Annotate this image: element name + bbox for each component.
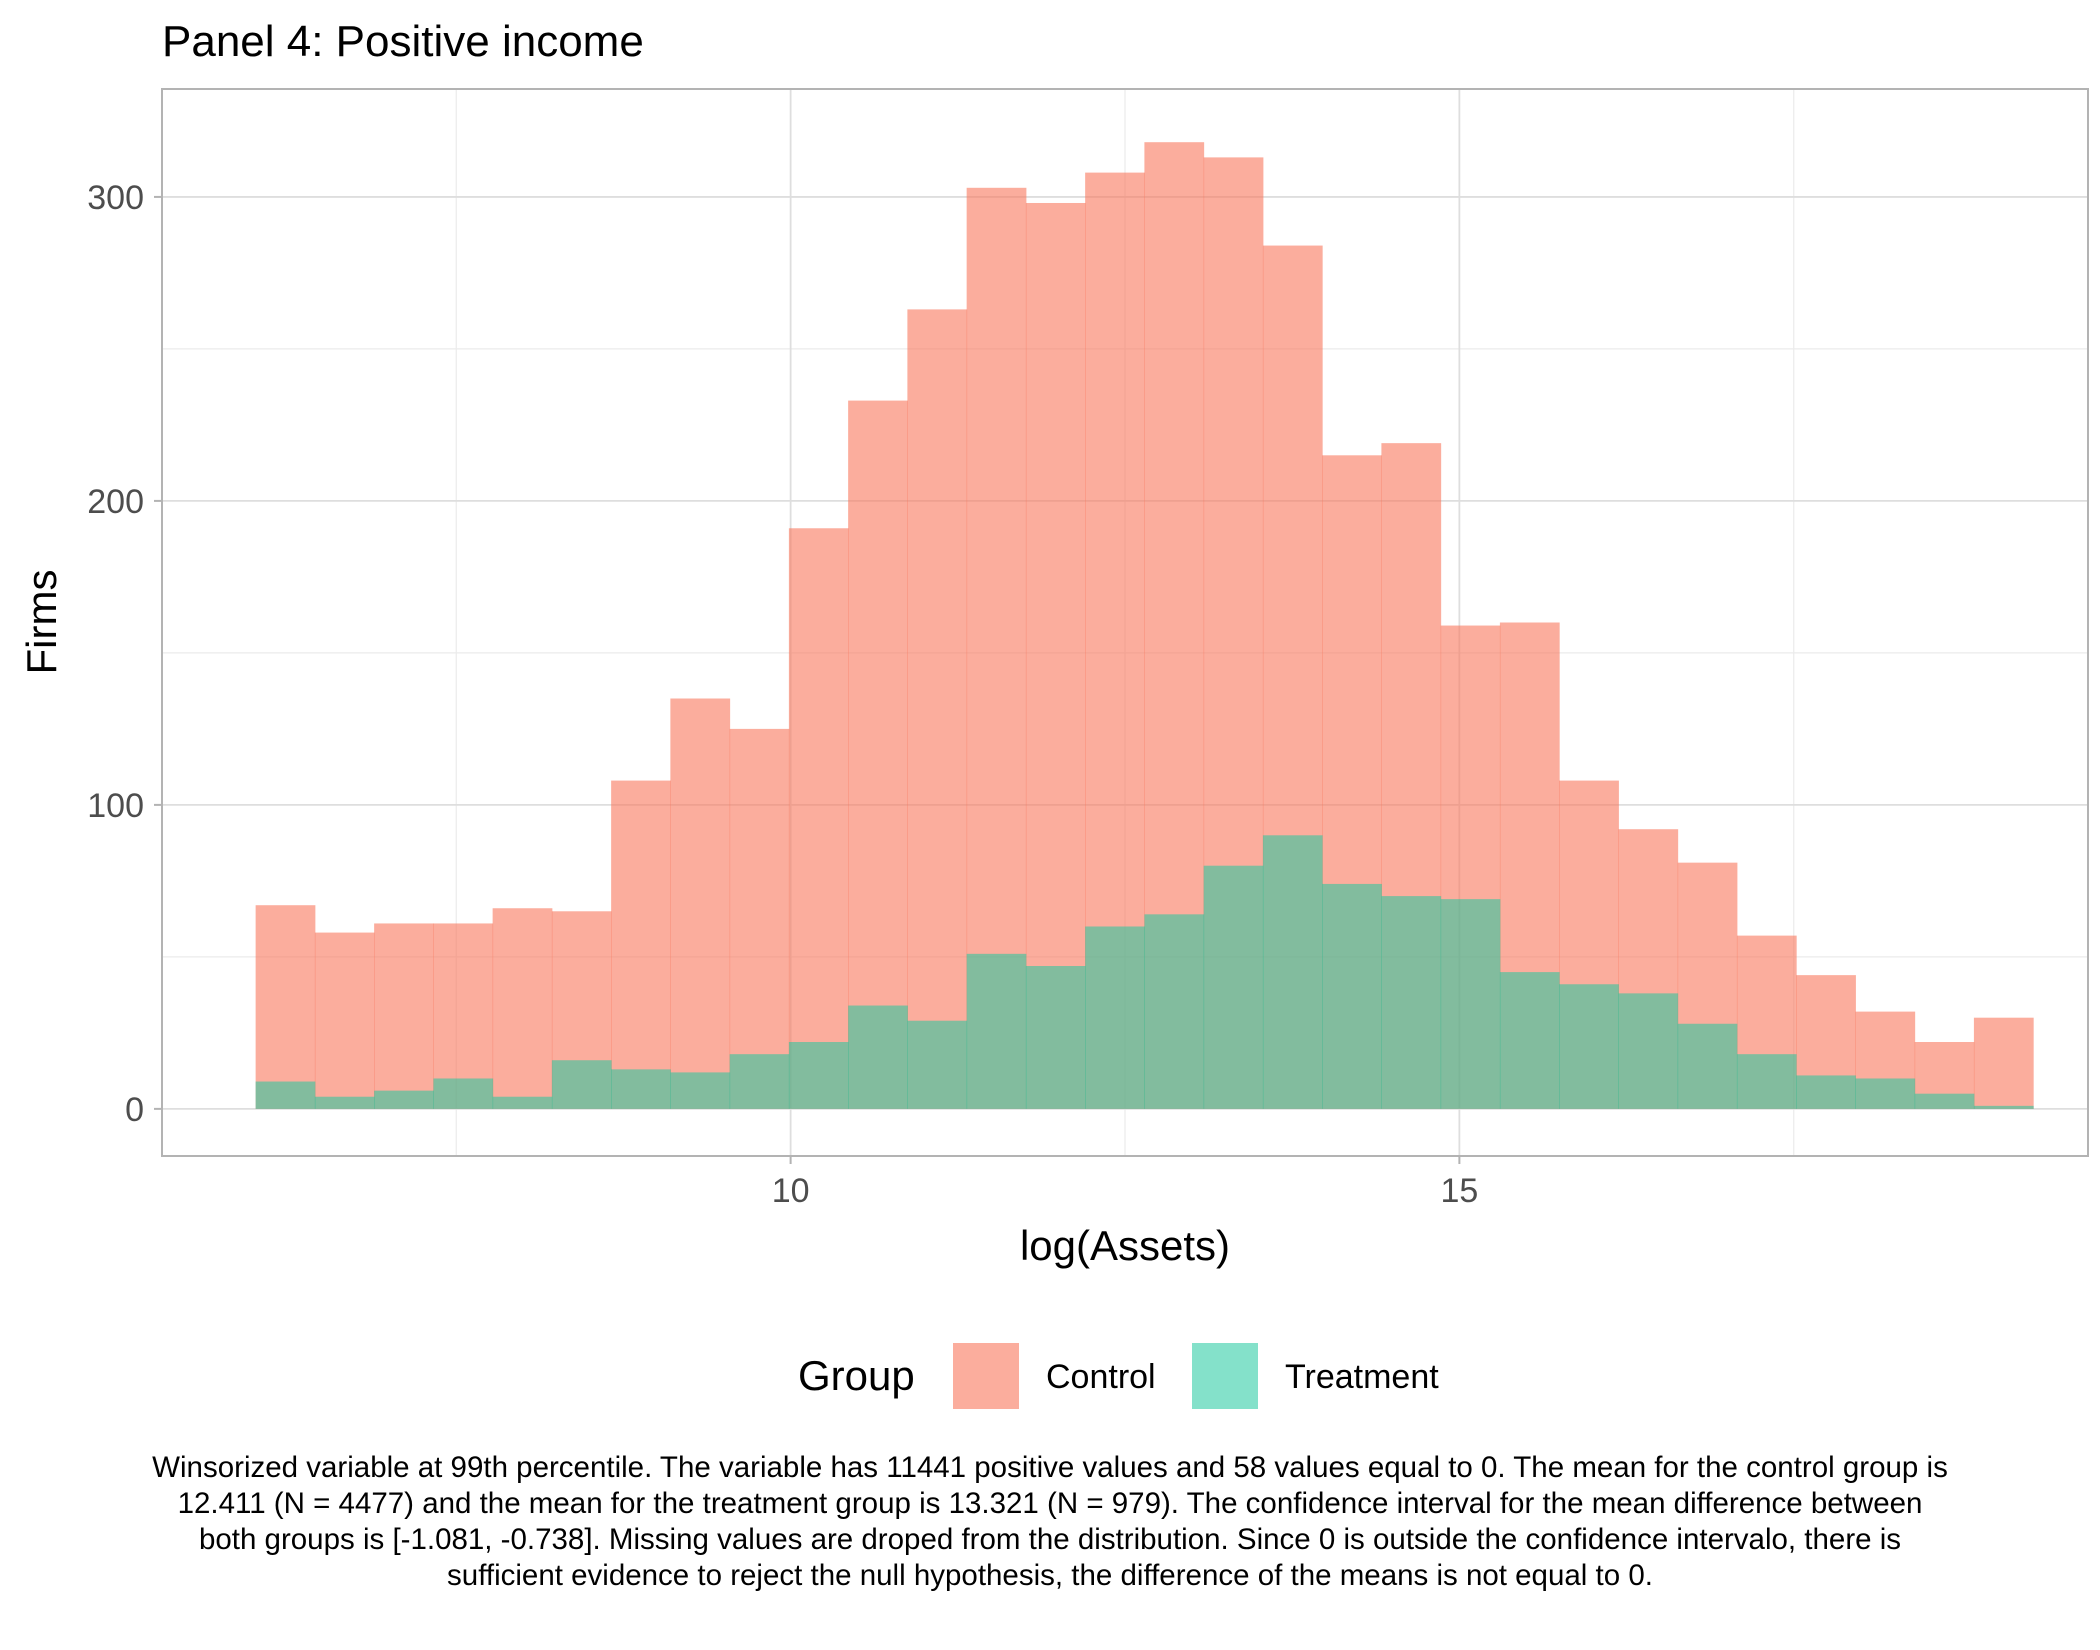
control-bar — [1025, 202, 1086, 1109]
legend: Group Control Treatment — [798, 1343, 1439, 1409]
treatment-bar — [1144, 914, 1205, 1109]
control-bar — [255, 905, 316, 1109]
legend-title: Group — [798, 1352, 915, 1399]
control-bar — [374, 923, 434, 1109]
control-bar — [907, 309, 968, 1109]
control-bar — [670, 698, 731, 1109]
treatment-bar — [1618, 993, 1679, 1109]
treatment-bar — [1559, 984, 1619, 1109]
treatment-bar — [788, 1042, 849, 1109]
treatment-bar — [1085, 926, 1145, 1109]
control-bar — [433, 923, 494, 1109]
treatment-bar — [848, 1005, 908, 1109]
legend-swatch-treatment — [1192, 1343, 1258, 1409]
treatment-bar — [611, 1069, 671, 1109]
treatment-bar — [966, 953, 1027, 1109]
treatment-bar — [1025, 966, 1086, 1109]
y-tick-label: 200 — [87, 483, 144, 521]
chart-caption: Winsorized variable at 99th percentile. … — [152, 1451, 1948, 1592]
treatment-bar — [1499, 972, 1560, 1109]
treatment-bar — [1262, 835, 1323, 1109]
control-bar — [1973, 1017, 2034, 1109]
treatment-bar — [1440, 899, 1501, 1109]
x-axis-ticks: 10 15 — [772, 1156, 1478, 1210]
control-series-bars — [255, 142, 2034, 1109]
treatment-bar — [729, 1054, 790, 1109]
treatment-bar — [1914, 1093, 1975, 1109]
treatment-bar — [314, 1096, 375, 1109]
treatment-series-bars — [255, 835, 2034, 1109]
x-tick-label: 15 — [1440, 1172, 1478, 1210]
legend-swatch-control — [953, 1343, 1019, 1409]
treatment-bar — [1796, 1075, 1856, 1109]
control-bar — [611, 780, 671, 1109]
control-bar — [788, 528, 849, 1109]
treatment-bar — [374, 1090, 434, 1109]
x-axis-title: log(Assets) — [1020, 1222, 1230, 1269]
x-tick-label: 10 — [772, 1172, 810, 1210]
treatment-bar — [492, 1096, 553, 1109]
y-axis-title: Firms — [18, 570, 65, 675]
control-bar — [729, 728, 790, 1109]
treatment-bar — [1855, 1078, 1916, 1109]
treatment-bar — [433, 1078, 494, 1109]
y-tick-label: 300 — [87, 179, 144, 217]
treatment-bar — [1677, 1023, 1738, 1109]
y-axis-ticks: 0 100 200 300 — [87, 179, 162, 1129]
y-tick-label: 0 — [125, 1091, 144, 1129]
treatment-bar — [551, 1060, 612, 1109]
treatment-bar — [907, 1020, 968, 1109]
treatment-bar — [1973, 1105, 2034, 1109]
y-tick-label: 100 — [87, 787, 144, 825]
treatment-bar — [670, 1072, 731, 1109]
plot-panel-border — [161, 88, 2089, 1157]
legend-label-control: Control — [1046, 1358, 1156, 1396]
chart-title: Panel 4: Positive income — [162, 17, 644, 66]
treatment-bar — [1736, 1054, 1797, 1109]
treatment-bar — [1322, 883, 1382, 1109]
control-bar — [848, 400, 908, 1109]
control-bar — [314, 932, 375, 1109]
treatment-bar — [255, 1081, 316, 1109]
control-bar — [492, 908, 553, 1109]
treatment-bar — [1203, 865, 1264, 1109]
legend-label-treatment: Treatment — [1285, 1358, 1439, 1396]
treatment-bar — [1381, 896, 1442, 1109]
